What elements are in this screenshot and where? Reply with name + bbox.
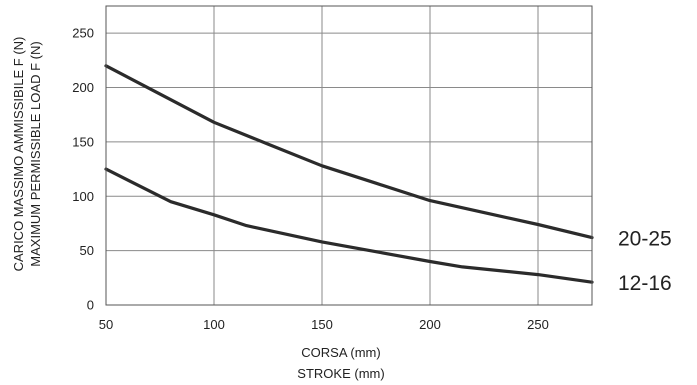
x-tick-label: 50 [99,317,113,332]
series-label-20-25: 20-25 [618,228,672,251]
x-tick-label: 200 [419,317,441,332]
y-tick-label: 150 [72,134,94,149]
plot-frame [105,5,593,306]
y-tick-label: 50 [80,243,94,258]
x-axis-title-line2: STROKE (mm) [297,366,384,381]
series-line-20-25 [104,64,594,240]
y-tick-labels: 0 50 100 150 200 250 [72,26,94,313]
series-labels: 20-25 12-16 [618,228,672,296]
x-tick-label: 100 [203,317,225,332]
y-tick-label: 100 [72,189,94,204]
y-tick-label: 0 [87,298,94,313]
y-tick-label: 200 [72,80,94,95]
y-axis-title-line2: MAXIMUM PERMISSIBLE LOAD F (N) [28,41,43,266]
series-line-12-16 [104,167,594,284]
grid-lines [105,6,592,306]
y-axis-title-line1: CARICO MASSIMO AMMISSIBILE F (N) [11,37,26,272]
y-tick-label: 250 [72,26,94,41]
x-tick-label: 250 [527,317,549,332]
series-lines [104,64,594,284]
x-tick-label: 150 [311,317,333,332]
x-tick-labels: 50 100 150 200 250 [99,317,549,332]
x-axis-title-line1: CORSA (mm) [301,345,380,360]
series-label-12-16: 12-16 [618,272,672,295]
